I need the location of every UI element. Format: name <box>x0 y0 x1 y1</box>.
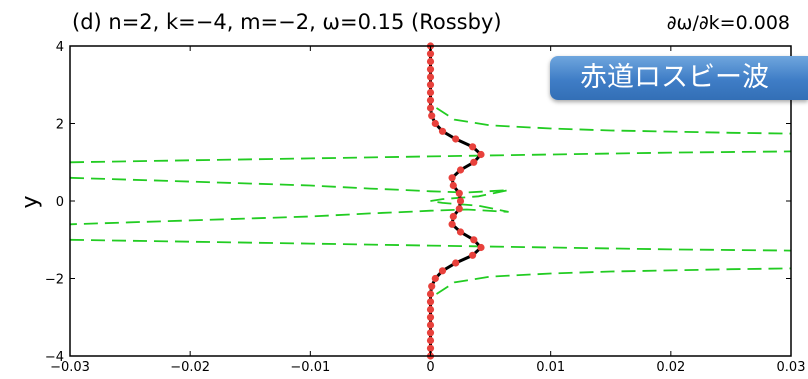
x-tick-label-3: 0 <box>426 360 434 375</box>
data-point-13 <box>469 251 477 259</box>
data-point-26 <box>477 150 485 159</box>
data-point-12 <box>452 259 460 267</box>
data-point-23 <box>448 174 456 182</box>
data-point-34 <box>426 88 435 97</box>
x-tick-label-0: −0.03 <box>50 360 90 375</box>
dashed-curve-3 <box>69 238 792 252</box>
x-tick-label-6: 0.03 <box>777 360 806 375</box>
data-point-8 <box>426 290 435 298</box>
dashed-curve-1 <box>69 150 792 164</box>
data-point-19 <box>455 205 463 213</box>
x-tick-label-5: 0.02 <box>656 360 685 375</box>
axis-ticks: −0.03 −0.02 −0.01 0 0.01 0.02 0.03 −4 −2 0 2 4 <box>45 40 806 375</box>
data-point-17 <box>448 220 456 228</box>
data-point-18 <box>449 212 457 221</box>
markers <box>426 42 485 360</box>
data-point-3 <box>426 329 435 337</box>
x-tick-label-1: −0.02 <box>170 360 210 375</box>
data-point-16 <box>456 228 465 236</box>
data-point-35 <box>426 81 435 89</box>
data-point-28 <box>452 135 460 143</box>
data-point-5 <box>426 313 435 321</box>
data-point-24 <box>456 166 465 174</box>
x-tick-label-4: 0.01 <box>536 360 565 375</box>
dashed-curve-0 <box>436 107 792 135</box>
y-axis-label: y <box>18 195 43 208</box>
data-point-22 <box>449 181 457 190</box>
data-point-20 <box>456 197 465 205</box>
data-point-14 <box>477 243 485 252</box>
data-point-32 <box>426 104 435 112</box>
y-tick-label-3: 2 <box>56 118 64 133</box>
data-point-33 <box>426 96 435 104</box>
data-point-9 <box>428 282 436 290</box>
data-point-21 <box>455 189 463 197</box>
chart-subtitle: ∂ω/∂k=0.008 <box>667 12 790 34</box>
dashed-curve-2 <box>69 176 509 226</box>
data-point-31 <box>428 112 436 120</box>
data-point-6 <box>426 305 435 314</box>
data-point-39 <box>426 50 435 58</box>
chart-title: (d) n=2, k=−4, m=−2, ω=0.15 (Rossby) <box>72 10 502 34</box>
data-point-36 <box>426 73 435 81</box>
y-tick-label-4: 4 <box>56 40 64 55</box>
data-point-27 <box>469 143 477 151</box>
data-point-29 <box>438 127 447 135</box>
data-point-10 <box>431 274 439 283</box>
data-point-15 <box>470 236 478 244</box>
caption-banner: 赤道ロスビー波 <box>550 56 808 100</box>
solid-series-line <box>429 46 484 356</box>
data-point-2 <box>426 336 435 345</box>
dashed-curves <box>69 107 792 295</box>
x-tick-label-2: −0.01 <box>290 360 330 375</box>
data-point-1 <box>426 344 435 352</box>
data-point-30 <box>431 119 439 128</box>
data-point-38 <box>426 57 435 66</box>
y-tick-label-2: 0 <box>56 195 64 210</box>
y-tick-label-0: −4 <box>45 350 64 365</box>
data-point-11 <box>438 267 447 275</box>
solid-curve <box>429 46 484 356</box>
data-point-4 <box>426 321 435 329</box>
data-point-37 <box>426 65 435 73</box>
dashed-curve-4 <box>436 267 792 295</box>
data-point-25 <box>470 158 478 166</box>
data-point-7 <box>426 298 435 306</box>
banner-text: 赤道ロスビー波 <box>580 62 769 93</box>
y-tick-label-1: −2 <box>45 273 64 288</box>
